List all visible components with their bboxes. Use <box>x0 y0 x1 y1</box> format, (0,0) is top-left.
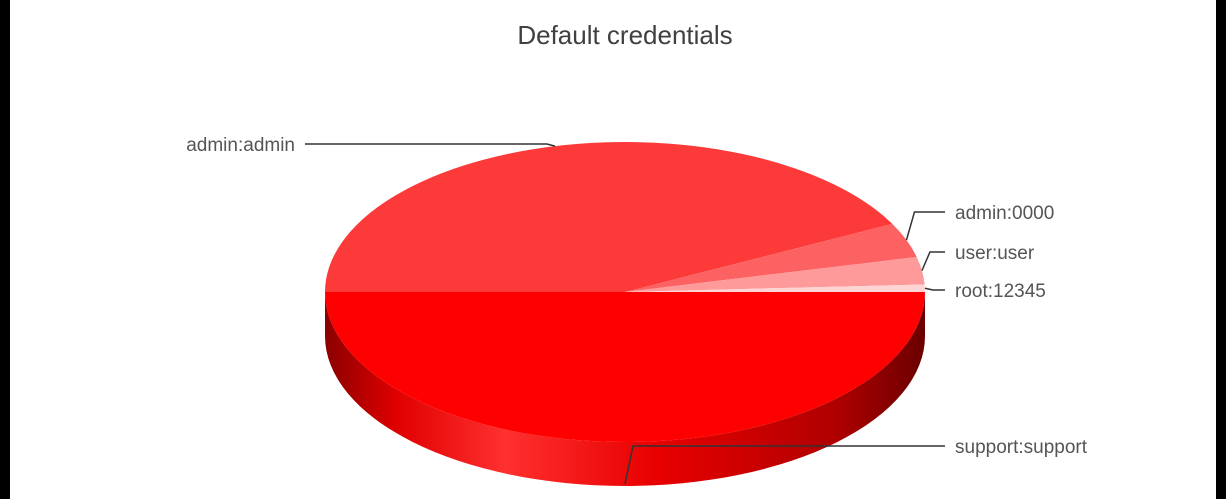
pie-slice-admin-0000[interactable] <box>625 223 917 292</box>
leader-line <box>624 445 945 485</box>
pie-labels: support:support admin:admin admin:0000 user… <box>186 135 1088 485</box>
pie-slice-admin-admin[interactable] <box>325 142 893 292</box>
leader-line <box>905 211 945 241</box>
pie-slice-user-user[interactable] <box>625 256 925 292</box>
leader-line <box>924 287 945 291</box>
slice-label: support:support <box>955 437 1088 458</box>
pie-chart: Default credentials support:support admin… <box>186 20 1088 486</box>
slice-label: root:12345 <box>955 281 1046 302</box>
chart-title: Default credentials <box>517 20 732 50</box>
leader-line <box>921 251 945 271</box>
slice-label: admin:admin <box>186 135 295 156</box>
slice-label: user:user <box>955 243 1035 264</box>
pie-side-face <box>325 292 925 486</box>
chart-panel: Default credentials support:support admin… <box>10 0 1216 499</box>
slice-label: admin:0000 <box>955 203 1054 224</box>
pie-side-wall <box>325 292 925 486</box>
pie-slice-support-support[interactable] <box>325 292 925 442</box>
pie-slices <box>325 142 925 442</box>
pie-slice-root-12345[interactable] <box>625 284 925 292</box>
leader-line <box>305 143 556 147</box>
